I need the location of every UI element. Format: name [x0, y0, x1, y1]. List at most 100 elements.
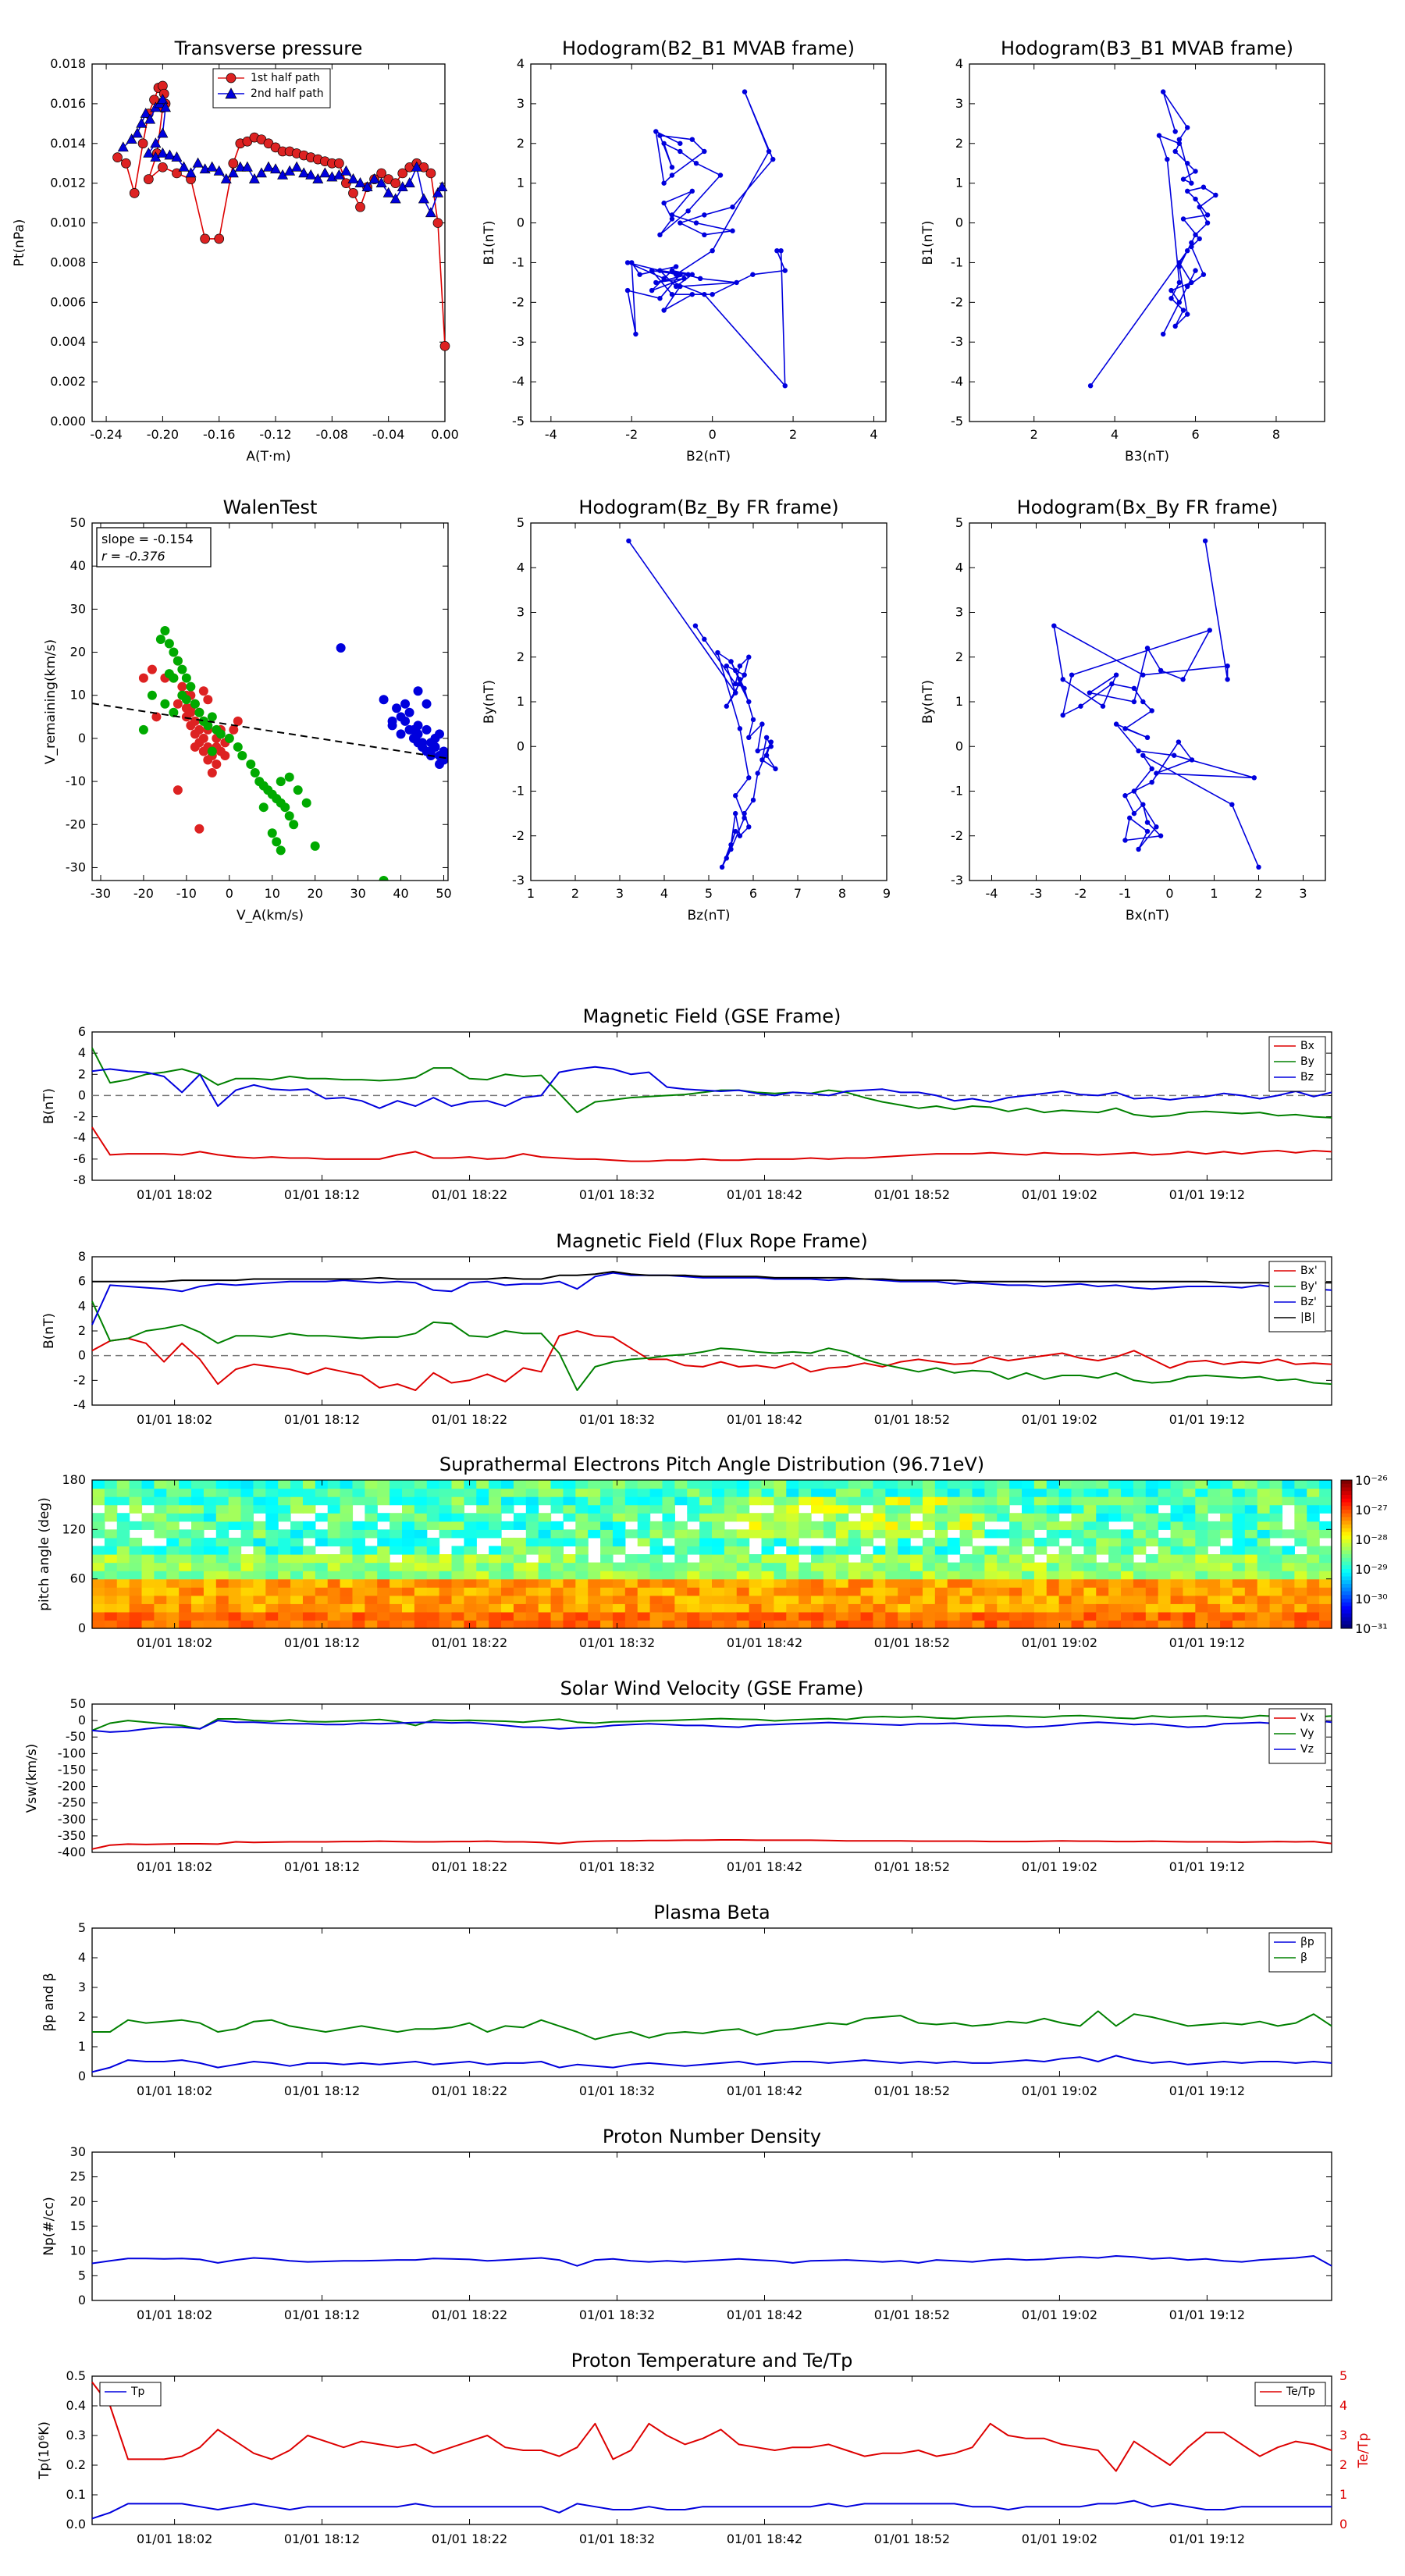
heatmap-cell: [426, 1571, 440, 1580]
heatmap-cell: [302, 1571, 316, 1580]
y-tick-label: 2: [955, 136, 963, 151]
heatmap-cell: [699, 1611, 713, 1621]
data-point-2nd-half: [234, 161, 246, 172]
hodogram-point: [689, 272, 695, 277]
hodogram-point: [759, 721, 765, 727]
heatmap-cell: [588, 1620, 601, 1629]
heatmap-cell: [1183, 1562, 1196, 1571]
y-tick-label: 0: [78, 2069, 86, 2083]
heatmap-cell: [265, 1513, 279, 1522]
heatmap-cell: [116, 1488, 130, 1497]
hodogram-point: [1051, 623, 1057, 628]
heatmap-cell: [476, 1513, 489, 1522]
heatmap-cell: [588, 1603, 601, 1613]
x-tick-label: 0.00: [431, 427, 459, 442]
heatmap-cell: [835, 1611, 849, 1621]
data-point-2nd-half: [126, 133, 137, 144]
y-tick-label: -1: [512, 254, 525, 269]
heatmap-cell: [327, 1571, 341, 1580]
heatmap-cell: [116, 1587, 130, 1596]
legend-label: Tp: [130, 2386, 145, 2398]
heatmap-cell: [402, 1488, 415, 1497]
heatmap-cell: [860, 1562, 874, 1571]
heatmap-cell: [761, 1611, 774, 1621]
heatmap-cell: [910, 1587, 923, 1596]
heatmap-cell: [811, 1595, 824, 1604]
heatmap-cell: [612, 1546, 626, 1555]
heatmap-cell: [922, 1603, 936, 1613]
heatmap-cell: [1158, 1546, 1172, 1555]
heatmap-cell: [774, 1571, 787, 1580]
heatmap-cell: [662, 1603, 675, 1613]
hodogram-point: [1172, 129, 1178, 134]
heatmap-cell: [712, 1562, 725, 1571]
y-tick-label: -4: [73, 1130, 86, 1145]
heatmap-cell: [104, 1537, 118, 1547]
colorbar-segment: [1341, 1614, 1352, 1618]
heatmap-cell: [1294, 1620, 1307, 1629]
y-tick-label: 0.012: [50, 176, 86, 190]
plot-title: Magnetic Field (GSE Frame): [583, 1005, 841, 1027]
walen-point: [203, 720, 213, 731]
y-tick-label: 3: [955, 605, 963, 620]
y-tick-label: 0: [955, 738, 963, 753]
heatmap-cell: [538, 1571, 552, 1580]
heatmap-cell: [203, 1554, 217, 1564]
heatmap-cell: [898, 1611, 911, 1621]
heatmap-cell: [464, 1513, 477, 1522]
legend-label: By: [1300, 1055, 1314, 1068]
heatmap-cell: [649, 1571, 663, 1580]
heatmap-cell: [203, 1603, 217, 1613]
heatmap-cell: [1170, 1578, 1184, 1588]
hodogram-point: [657, 232, 663, 238]
heatmap-cell: [1058, 1603, 1072, 1613]
heatmap-cell: [414, 1513, 428, 1522]
heatmap-cell: [501, 1587, 514, 1596]
heatmap-cell: [253, 1488, 266, 1497]
heatmap-cell: [1195, 1521, 1208, 1530]
y-tick-label: 1: [78, 2039, 86, 2054]
heatmap-cell: [885, 1562, 898, 1571]
colorbar-segment: [1341, 1621, 1352, 1625]
heatmap-cell: [662, 1546, 675, 1555]
heatmap-cell: [1282, 1554, 1295, 1564]
heatmap-cell: [749, 1488, 763, 1497]
data-point-1st-half: [158, 162, 168, 173]
x-axis-label: A(T·m): [246, 449, 290, 464]
heatmap-cell: [166, 1578, 180, 1588]
heatmap-cell: [1145, 1488, 1159, 1497]
heatmap-cell: [860, 1488, 874, 1497]
heatmap-cell: [1022, 1521, 1035, 1530]
hodogram-point: [737, 681, 743, 687]
x-tick-label: 01/01 18:12: [284, 1187, 360, 1202]
x-tick-label: 01/01 18:42: [727, 1187, 802, 1202]
heatmap-cell: [1307, 1603, 1320, 1613]
heatmap-cell: [1319, 1529, 1332, 1539]
y-tick-label: 1: [955, 694, 963, 709]
heatmap-cell: [972, 1620, 985, 1629]
heatmap-cell: [1083, 1571, 1097, 1580]
heatmap-cell: [340, 1611, 354, 1621]
y-tick-label: 2: [78, 1323, 86, 1338]
heatmap-cell: [501, 1521, 514, 1530]
heatmap-cell: [179, 1571, 192, 1580]
heatmap-cell: [1033, 1587, 1048, 1596]
heatmap-cell: [898, 1578, 911, 1588]
heatmap-cell: [885, 1513, 898, 1522]
hodogram-point: [1160, 89, 1166, 94]
annotation-slope: slope = -0.154: [101, 532, 194, 546]
heatmap-cell: [265, 1529, 279, 1539]
heatmap-cell: [649, 1521, 663, 1530]
heatmap-cell: [1133, 1578, 1147, 1588]
hodogram-point: [1113, 721, 1119, 727]
heatmap-cell: [166, 1603, 180, 1613]
heatmap-cell: [489, 1611, 502, 1621]
heatmap-cell: [501, 1504, 514, 1514]
heatmap-cell: [1208, 1595, 1221, 1604]
heatmap-cell: [1096, 1578, 1109, 1588]
heatmap-cell: [265, 1488, 279, 1497]
x-tick-label: 01/01 18:12: [284, 2083, 360, 2098]
y-tick-label: -3: [951, 334, 963, 349]
hodogram-point: [1060, 712, 1065, 718]
heatmap-cell: [1220, 1562, 1233, 1571]
